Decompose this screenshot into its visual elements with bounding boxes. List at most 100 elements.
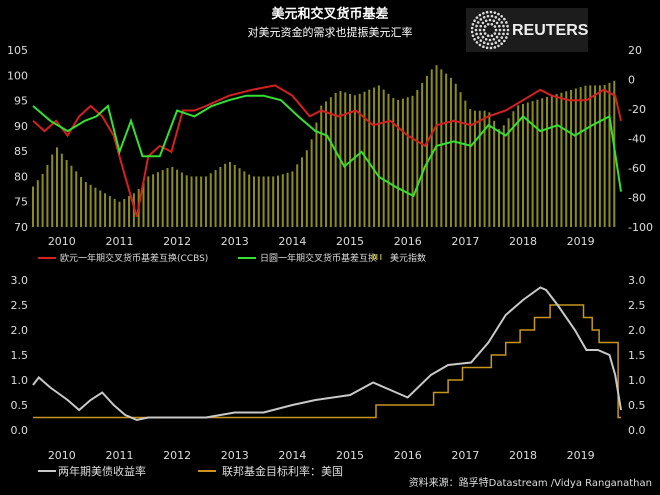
dollar-index-bar [401, 98, 404, 227]
dollar-index-bar [147, 176, 150, 227]
dollar-index-bar [209, 173, 212, 227]
dollar-index-bar [531, 101, 534, 227]
logo-dot [493, 46, 497, 49]
dollar-index-bar [522, 103, 524, 227]
dollar-index-bar [94, 187, 97, 227]
left-y-tick-label: 1.5 [11, 349, 29, 362]
dollar-index-bar [377, 85, 380, 228]
chart-subtitle: 对美元资金的需求也提振美元汇率 [247, 26, 413, 39]
logo-dot [475, 16, 479, 19]
logo-dot [479, 32, 483, 36]
dollar-index-bar [594, 85, 597, 228]
dollar-index-bar [449, 77, 452, 227]
dollar-index-bar [363, 91, 366, 227]
dollar-index-bar [478, 110, 481, 227]
dollar-index-bar [546, 96, 549, 228]
dollar-index-bar [238, 168, 241, 227]
dollar-index-bar [464, 100, 467, 227]
logo-dot [505, 36, 508, 39]
logo-dot [484, 19, 488, 23]
logo-dot [486, 42, 490, 46]
logo-dot [500, 21, 504, 24]
right-y-tick-label: -20 [628, 103, 646, 116]
x-tick-label: 2015 [336, 449, 364, 462]
dollar-index-bar [166, 168, 169, 227]
dollar-index-bar [397, 100, 400, 227]
dollar-index-bar [32, 186, 34, 227]
right-y-tick-label: 1.0 [628, 374, 646, 387]
dollar-index-bar [257, 176, 260, 227]
dollar-index-bar [517, 105, 520, 227]
x-tick-label: 2017 [451, 235, 479, 248]
legend-dollar-swatch [372, 254, 374, 260]
eur-ccbs-line [32, 84, 622, 217]
x-tick-label: 2011 [105, 235, 133, 248]
chart-title: 美元和交叉货币基差 [271, 7, 389, 22]
dollar-index-bar [89, 184, 92, 227]
dollar-index-bar [459, 92, 462, 228]
right-y-tick-label: 2.5 [628, 299, 646, 312]
legend-jpy-label: 日圆一年期交叉货币基差互换 [260, 252, 377, 264]
dollar-index-bar [200, 176, 203, 227]
logo-dot [494, 28, 498, 32]
dollar-index-bar [358, 93, 361, 227]
dollar-index-bar [483, 110, 486, 227]
dollar-index-bar [286, 172, 289, 227]
logo-dot [502, 32, 505, 36]
logo-dot [490, 14, 494, 18]
dollar-index-bar [99, 190, 102, 227]
right-y-tick-label: -100 [628, 221, 653, 234]
fed-funds-line [33, 304, 621, 419]
dollar-index-bar [195, 176, 198, 227]
right-y-tick-label: 0.5 [628, 399, 646, 412]
left-y-tick-label: 105 [7, 44, 28, 57]
right-y-tick-label: 20 [628, 44, 642, 57]
x-tick-label: 2011 [105, 449, 133, 462]
logo-dot [502, 28, 506, 32]
logo-dot [470, 30, 474, 34]
logo-dot [494, 15, 498, 19]
x-tick-label: 2010 [48, 235, 76, 248]
logo-dot [474, 28, 478, 32]
dollar-index-bar [301, 157, 304, 227]
dollar-index-bar [598, 85, 601, 228]
right-y-tick-label: -60 [628, 162, 646, 175]
logo-dot [478, 28, 482, 32]
logo-dot [506, 32, 509, 36]
logo-dot [503, 39, 506, 43]
logo-dot [493, 25, 497, 28]
logo-dot [478, 13, 482, 17]
dollar-index-bar [445, 73, 448, 227]
x-tick-label: 2013 [221, 235, 249, 248]
dollar-index-bar [267, 176, 270, 227]
dollar-index-bar [156, 172, 159, 227]
x-tick-label: 2015 [336, 235, 364, 248]
x-tick-label: 2016 [394, 449, 422, 462]
dollar-index-bar [224, 163, 227, 227]
dollar-index-bar [113, 198, 116, 227]
dollar-index-bar [454, 83, 457, 227]
x-tick-label: 2019 [567, 449, 595, 462]
dollar-index-bar [550, 95, 553, 227]
jpy-ccbs-line [32, 94, 622, 198]
dollar-index-bar [382, 89, 385, 227]
dollar-index-bar [440, 69, 443, 227]
dollar-index-bar [526, 102, 529, 227]
logo-dot [503, 17, 506, 21]
dollar-index-bar [368, 89, 371, 227]
dollar-index-bar [46, 165, 49, 227]
left-y-tick-label: 2.0 [11, 324, 29, 337]
logo-dot [476, 36, 480, 39]
logo-dot [481, 35, 485, 39]
logo-dot [473, 37, 476, 41]
logo-dot [470, 26, 474, 30]
two-year-yield-line [32, 286, 622, 422]
logo-dot [495, 21, 499, 25]
dollar-index-bar [272, 176, 275, 227]
dollar-index-bar [277, 175, 279, 227]
dollar-index-bar [281, 174, 284, 227]
dollar-index-bar [570, 89, 573, 228]
dollar-index-bar [108, 196, 111, 227]
logo-dot [471, 34, 475, 38]
x-tick-label: 2012 [163, 449, 191, 462]
